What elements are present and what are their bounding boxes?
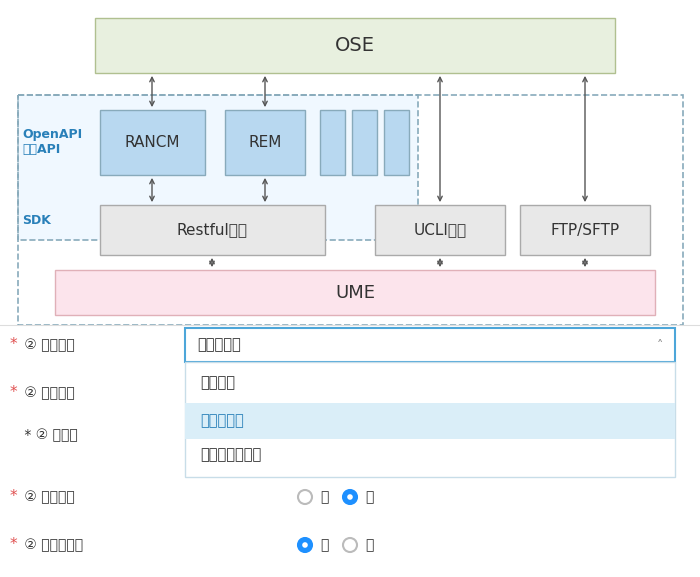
Bar: [375, 205, 505, 255]
Bar: [100, 110, 205, 175]
Text: 否: 否: [365, 538, 373, 552]
Text: 高话务能力: 高话务能力: [197, 338, 241, 353]
Bar: [352, 110, 377, 175]
Circle shape: [298, 538, 312, 552]
Text: ② 功能选择: ② 功能选择: [20, 338, 75, 352]
Bar: [520, 205, 650, 255]
Text: * ② 规划区: * ② 规划区: [20, 428, 78, 442]
Bar: [18, 95, 418, 240]
Bar: [185, 328, 675, 362]
Circle shape: [347, 494, 353, 500]
Text: ② 自动激活: ② 自动激活: [20, 490, 75, 504]
Bar: [100, 205, 325, 255]
Circle shape: [302, 542, 308, 548]
Text: *: *: [10, 385, 18, 400]
Text: OSE: OSE: [335, 36, 375, 55]
Text: OpenAPI
内部API: OpenAPI 内部API: [22, 128, 82, 156]
Bar: [95, 18, 615, 73]
Bar: [384, 110, 409, 175]
Text: UME: UME: [335, 283, 375, 302]
Text: REM: REM: [248, 135, 281, 150]
Text: 是: 是: [320, 490, 328, 504]
Bar: [55, 270, 655, 315]
Text: Restful接口: Restful接口: [177, 223, 248, 238]
Circle shape: [343, 490, 357, 504]
Bar: [185, 403, 675, 439]
Text: *: *: [10, 338, 18, 353]
Text: 高话务接纳控制: 高话务接纳控制: [200, 448, 261, 463]
Text: RANCM: RANCM: [125, 135, 181, 150]
Text: ② 选择小区: ② 选择小区: [20, 386, 75, 400]
Text: 容量档位: 容量档位: [200, 376, 235, 391]
Circle shape: [343, 538, 357, 552]
Text: ˄: ˄: [657, 339, 663, 351]
Text: ② 创建回滚区: ② 创建回滚区: [20, 538, 83, 552]
Circle shape: [298, 490, 312, 504]
Text: FTP/SFTP: FTP/SFTP: [550, 223, 620, 238]
Text: *: *: [10, 489, 18, 504]
Text: 否: 否: [365, 490, 373, 504]
Text: UCLI接口: UCLI接口: [414, 223, 467, 238]
Text: *: *: [10, 538, 18, 553]
Text: 是: 是: [320, 538, 328, 552]
Bar: [185, 362, 675, 477]
Bar: [320, 110, 345, 175]
Text: 高话务能力: 高话务能力: [200, 414, 244, 429]
Bar: [225, 110, 305, 175]
Text: SDK: SDK: [22, 213, 51, 227]
Bar: [18, 95, 683, 325]
